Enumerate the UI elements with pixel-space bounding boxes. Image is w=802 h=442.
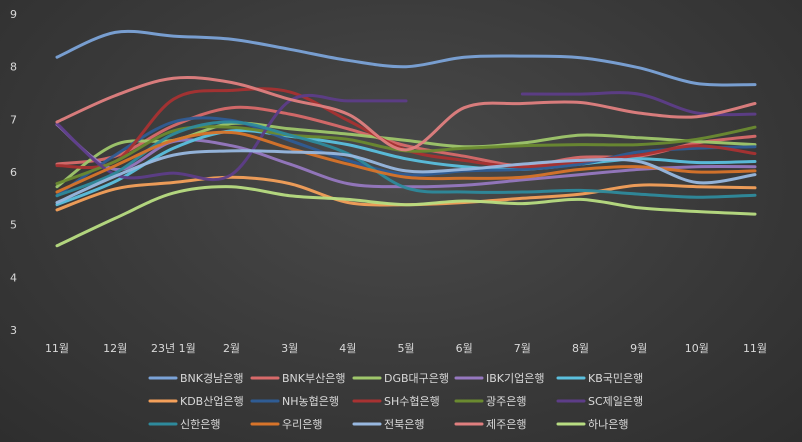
x-tick-label: 23년 1월	[151, 342, 196, 355]
legend-label: KDB산업은행	[180, 395, 244, 408]
legend-item: NH농협은행	[250, 395, 339, 408]
legend-item: IBK기업은행	[454, 372, 544, 385]
series-path	[55, 185, 757, 248]
series-line	[55, 185, 757, 248]
series-path	[55, 29, 757, 87]
legend-label: NH농협은행	[282, 395, 339, 408]
series-line	[55, 87, 757, 169]
y-tick-label: 6	[10, 166, 17, 179]
legend-item: 광주은행	[454, 395, 526, 408]
legend-label: 광주은행	[486, 395, 526, 408]
x-tick-label: 6월	[456, 342, 473, 355]
legend-label: SH수협은행	[384, 395, 440, 408]
y-tick-label: 7	[10, 113, 17, 126]
legend-label: 우리은행	[282, 418, 322, 431]
series-path	[55, 149, 757, 205]
x-axis-ticks: 11월 12월 23년 1월 2월 3월 4월 5월 6월 7월 8월 9월 10월 11월	[45, 342, 767, 355]
series-line	[55, 130, 757, 194]
series-path	[55, 87, 757, 169]
x-tick-label: 3월	[281, 342, 298, 355]
series-line	[55, 120, 757, 199]
y-tick-label: 5	[10, 219, 17, 232]
x-tick-label: 2월	[223, 342, 240, 355]
series-path	[55, 120, 757, 199]
legend: BNK경남은행 BNK부산은행 DGB대구은행 IBK기업은행 KB국민은행 KDB산업은…	[148, 372, 643, 431]
legend-label: 신한은행	[180, 418, 220, 431]
legend-label: SC제일은행	[588, 394, 643, 408]
legend-item: KB국민은행	[556, 372, 643, 385]
legend-label: 하나은행	[588, 417, 628, 431]
x-tick-label: 8월	[572, 342, 589, 355]
series-path	[55, 128, 757, 207]
series-line	[55, 29, 757, 87]
legend-label: BNK부산은행	[282, 372, 345, 385]
x-tick-label: 11월	[45, 342, 69, 355]
x-tick-label: 12월	[103, 342, 127, 355]
series-path	[55, 116, 757, 198]
legend-item: KDB산업은행	[148, 395, 244, 408]
legend-label: 전북은행	[384, 418, 424, 431]
y-tick-label: 9	[10, 8, 17, 21]
legend-label: BNK경남은행	[180, 372, 243, 385]
series-line	[55, 116, 757, 198]
series-lines	[55, 29, 757, 248]
legend-label: KB국민은행	[588, 372, 643, 385]
series-line	[55, 149, 757, 205]
x-tick-label: 10월	[685, 342, 709, 355]
y-tick-label: 4	[10, 271, 17, 284]
y-tick-label: 3	[10, 324, 17, 337]
y-tick-label: 8	[10, 61, 17, 74]
series-path	[55, 130, 757, 194]
legend-item: 전북은행	[352, 418, 424, 431]
x-tick-label: 5월	[397, 342, 414, 355]
legend-label: IBK기업은행	[486, 372, 544, 385]
legend-label: 제주은행	[486, 418, 526, 431]
legend-item: SH수협은행	[352, 395, 440, 408]
x-tick-label: 9월	[630, 342, 647, 355]
y-axis-ticks: 3 4 5 6 7 8 9	[10, 8, 17, 337]
series-line	[55, 76, 757, 152]
legend-item: BNK경남은행	[148, 372, 243, 385]
legend-item: 하나은행	[556, 417, 628, 431]
legend-item: DGB대구은행	[352, 372, 449, 385]
series-line	[55, 128, 757, 207]
x-tick-label: 11월	[743, 342, 767, 355]
legend-item: SC제일은행	[556, 394, 643, 408]
legend-item: BNK부산은행	[250, 372, 345, 385]
legend-item: 제주은행	[454, 418, 526, 431]
x-tick-label: 7월	[514, 342, 531, 355]
x-tick-label: 4월	[339, 342, 356, 355]
legend-item: 신한은행	[148, 418, 220, 431]
legend-item: 우리은행	[250, 418, 322, 431]
series-path	[55, 76, 757, 152]
legend-label: DGB대구은행	[384, 372, 449, 385]
